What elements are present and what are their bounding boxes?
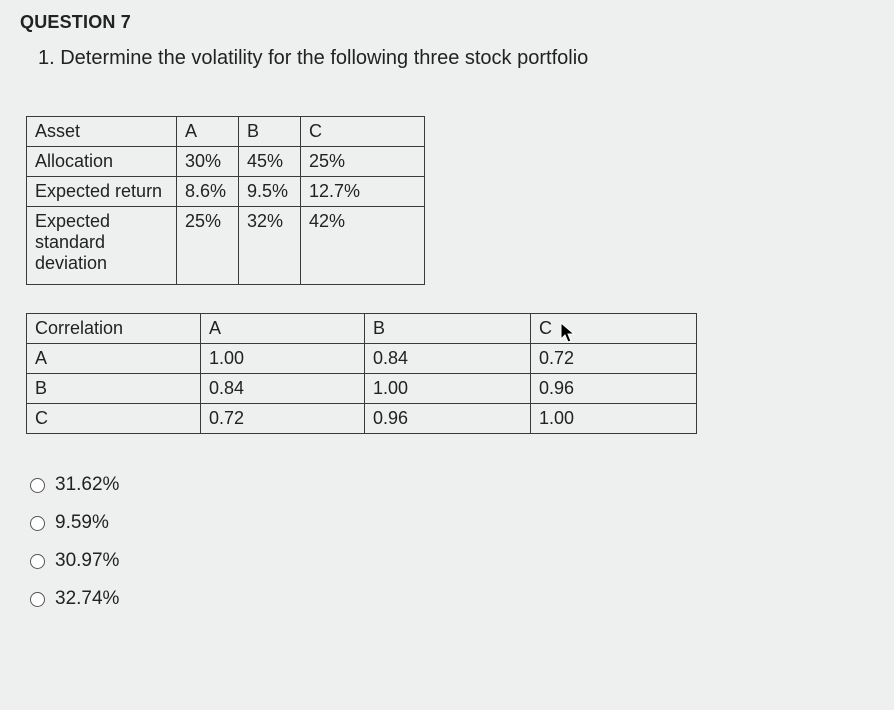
row-label: B	[27, 374, 201, 404]
asset-table: Asset A B C Allocation 30% 45% 25% Expec…	[26, 116, 425, 285]
cell: 0.84	[365, 344, 531, 374]
correlation-table: Correlation A B C A 1.00 0.84 0.72 B 0.8…	[26, 313, 697, 434]
cell: 25%	[177, 207, 239, 285]
cell: 0.72	[531, 344, 697, 374]
radio-icon[interactable]	[30, 592, 45, 607]
row-label: Asset	[27, 117, 177, 147]
option-label: 9.59%	[55, 512, 109, 534]
cell: 1.00	[365, 374, 531, 404]
row-label: A	[27, 344, 201, 374]
cell: 0.72	[201, 404, 365, 434]
option-label: 30.97%	[55, 550, 119, 572]
table-row: Asset A B C	[27, 117, 425, 147]
cell: 45%	[239, 147, 301, 177]
cell: 0.96	[365, 404, 531, 434]
table-row: Allocation 30% 45% 25%	[27, 147, 425, 177]
cell: 0.96	[531, 374, 697, 404]
radio-icon[interactable]	[30, 478, 45, 493]
column-header: B	[365, 314, 531, 344]
cell: C	[301, 117, 425, 147]
row-label: Expected return	[27, 177, 177, 207]
option-label: 31.62%	[55, 474, 119, 496]
cell: 25%	[301, 147, 425, 177]
radio-icon[interactable]	[30, 554, 45, 569]
table-row: Correlation A B C	[27, 314, 697, 344]
answer-option[interactable]: 9.59%	[30, 512, 874, 534]
column-header: C	[531, 314, 697, 344]
cell: A	[177, 117, 239, 147]
cell: B	[239, 117, 301, 147]
table-row: B 0.84 1.00 0.96	[27, 374, 697, 404]
radio-icon[interactable]	[30, 516, 45, 531]
table-row: Expected return 8.6% 9.5% 12.7%	[27, 177, 425, 207]
question-label: QUESTION 7	[20, 12, 874, 33]
cell: 0.84	[201, 374, 365, 404]
cell: 32%	[239, 207, 301, 285]
answer-options: 31.62% 9.59% 30.97% 32.74%	[30, 474, 874, 610]
column-header: A	[201, 314, 365, 344]
option-label: 32.74%	[55, 588, 119, 610]
table-row: C 0.72 0.96 1.00	[27, 404, 697, 434]
question-prompt: 1. Determine the volatility for the foll…	[38, 47, 874, 70]
row-label: Correlation	[27, 314, 201, 344]
row-label: Allocation	[27, 147, 177, 177]
answer-option[interactable]: 30.97%	[30, 550, 874, 572]
row-label: C	[27, 404, 201, 434]
cell: 8.6%	[177, 177, 239, 207]
cell: 9.5%	[239, 177, 301, 207]
cell: 30%	[177, 147, 239, 177]
answer-option[interactable]: 32.74%	[30, 588, 874, 610]
row-label: Expected standard deviation	[27, 207, 177, 285]
answer-option[interactable]: 31.62%	[30, 474, 874, 496]
table-row: A 1.00 0.84 0.72	[27, 344, 697, 374]
cell: 42%	[301, 207, 425, 285]
cell: 1.00	[201, 344, 365, 374]
cell: 12.7%	[301, 177, 425, 207]
table-row: Expected standard deviation 25% 32% 42%	[27, 207, 425, 285]
cell: 1.00	[531, 404, 697, 434]
